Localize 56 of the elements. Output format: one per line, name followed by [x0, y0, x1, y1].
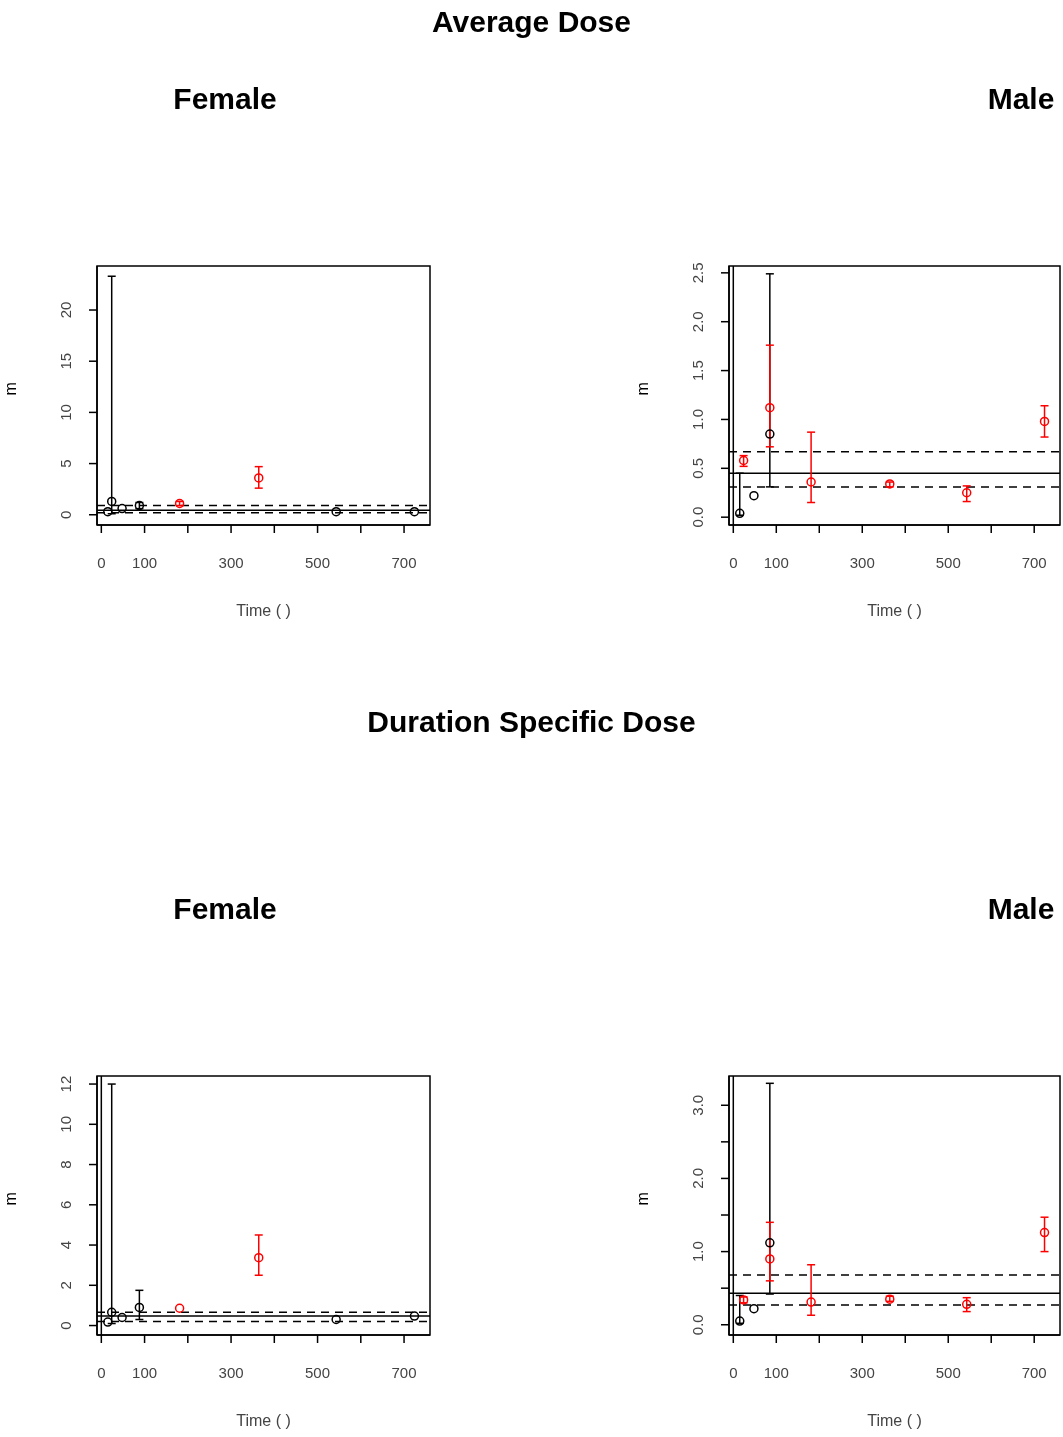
- y-tick-label: 6: [57, 1200, 74, 1209]
- y-axis-title: m: [633, 1192, 651, 1206]
- x-tick-label: 500: [305, 553, 331, 571]
- y-tick-label: 2.5: [689, 262, 706, 284]
- y-tick-label: 2.0: [689, 311, 706, 333]
- y-tick-label: 15: [57, 352, 74, 370]
- x-tick-label: 0: [729, 1363, 738, 1381]
- x-tick-label: 300: [218, 553, 244, 571]
- chart-subtitle: Male: [987, 82, 1055, 116]
- y-tick-label: 12: [57, 1075, 74, 1093]
- x-axis-title: Time ( ): [236, 602, 291, 619]
- x-tick-label: 500: [935, 553, 961, 571]
- y-axis-title: m: [633, 382, 651, 396]
- y-tick-label: 4: [57, 1240, 74, 1250]
- y-tick-label: 10: [57, 404, 74, 421]
- y-tick-label: 2.0: [689, 1168, 706, 1189]
- y-tick-label: 5: [57, 459, 74, 468]
- x-tick-label: 700: [391, 553, 417, 571]
- y-tick-label: 8: [57, 1160, 74, 1169]
- y-tick-label: 10: [57, 1115, 74, 1133]
- y-tick-label: 0: [57, 1321, 74, 1330]
- x-tick-label: 300: [218, 1363, 244, 1381]
- y-axis-title: m: [1, 382, 19, 396]
- x-tick-label: 100: [132, 1363, 158, 1381]
- y-axis-title: m: [1, 1192, 19, 1206]
- chart-subtitle: Male: [987, 892, 1055, 926]
- x-tick-label: 100: [763, 553, 789, 571]
- x-tick-label: 100: [132, 553, 158, 571]
- x-tick-label: 700: [391, 1363, 417, 1381]
- x-tick-label: 100: [763, 1363, 789, 1381]
- x-tick-label: 0: [729, 553, 738, 571]
- x-tick-label: 300: [849, 1363, 875, 1381]
- y-tick-label: 0.0: [689, 506, 706, 528]
- y-tick-label: 2: [57, 1281, 74, 1290]
- x-axis-title: Time ( ): [867, 602, 922, 619]
- chart-subtitle: Female: [173, 82, 277, 116]
- x-tick-label: 700: [1021, 553, 1047, 571]
- y-tick-label: 0.0: [689, 1314, 706, 1336]
- text: Average Dose: [431, 5, 632, 39]
- x-tick-label: 300: [849, 553, 875, 571]
- text: Duration Specific Dose: [366, 705, 697, 739]
- y-tick-label: 1.0: [689, 1241, 706, 1263]
- y-tick-label: 0.5: [689, 457, 706, 479]
- x-axis-title: Time ( ): [867, 1412, 922, 1429]
- y-tick-label: 20: [57, 301, 74, 319]
- y-tick-label: 0: [57, 510, 74, 519]
- x-tick-label: 500: [305, 1363, 331, 1381]
- x-tick-label: 700: [1021, 1363, 1047, 1381]
- x-axis-title: Time ( ): [236, 1412, 291, 1429]
- x-tick-label: 0: [97, 553, 106, 571]
- y-tick-label: 1.5: [689, 360, 706, 382]
- chart-subtitle: Female: [173, 892, 277, 926]
- y-tick-label: 1.0: [689, 409, 706, 430]
- x-tick-label: 0: [97, 1363, 106, 1381]
- x-tick-label: 500: [935, 1363, 961, 1381]
- y-tick-label: 3.0: [689, 1094, 706, 1116]
